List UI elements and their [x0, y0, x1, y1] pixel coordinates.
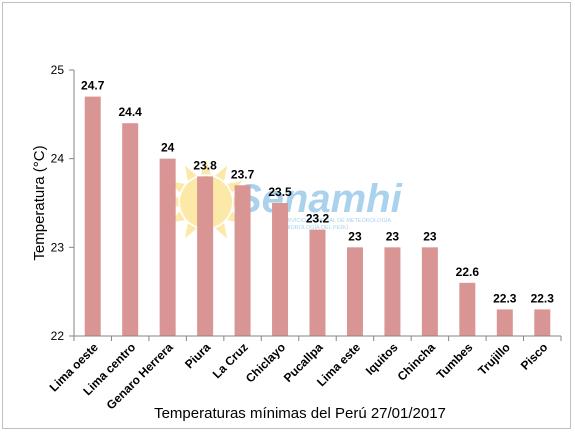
data-label: 23: [386, 229, 400, 243]
data-label: 24.7: [81, 79, 105, 93]
y-tick-label: 22: [51, 329, 65, 343]
bar: [159, 158, 176, 336]
category-label: Genaro Herrera: [104, 340, 176, 412]
data-label: 23.7: [231, 167, 255, 181]
data-label: 22.3: [493, 291, 517, 305]
data-label: 23.2: [306, 212, 330, 226]
bar: [384, 247, 401, 336]
data-labels-group: 24.7 24.4 24 23.8 23.7 23.5 23.2 23 23 23 22.6 22.3…: [81, 79, 554, 306]
category-label: Piura: [182, 340, 213, 371]
data-label: 24: [161, 141, 175, 155]
bar: [309, 229, 326, 336]
y-axis-label: Temperatura (°C): [31, 145, 48, 260]
bar: [272, 203, 289, 336]
bar: [197, 176, 214, 336]
y-tick-label: 24: [51, 152, 65, 166]
bars-group: [84, 96, 551, 336]
data-label: 23.8: [193, 158, 217, 172]
category-label: Pisco: [518, 340, 551, 373]
bar: [84, 96, 101, 336]
watermark-subtitle-2: E HIDROLOGÍA DEL PERÚ: [280, 224, 348, 231]
bar: [346, 247, 363, 336]
x-axis-label: Temperaturas mínimas del Perú 27/01/2017: [154, 405, 446, 422]
bar: [234, 185, 251, 336]
x-ticks-group: [73, 336, 562, 341]
data-label: 23: [423, 229, 437, 243]
bar: [534, 309, 551, 336]
data-label: 24.4: [119, 105, 143, 119]
y-ticks-group: 22 23 24 25: [51, 63, 74, 343]
category-label: Chiclayo: [243, 340, 288, 385]
data-label: 23.5: [268, 185, 292, 199]
bar: [122, 123, 139, 336]
sun-ray: [185, 165, 197, 181]
sun-ray: [215, 165, 227, 181]
sun-ray: [215, 223, 227, 239]
data-label: 23: [348, 229, 362, 243]
bar: [459, 282, 476, 336]
category-label: Chincha: [395, 340, 439, 384]
y-tick-label: 23: [51, 240, 65, 254]
watermark-subtitle-1: SERVICIO NACIONAL DE METEOROLOGÍA: [280, 217, 391, 224]
data-label: 22.3: [531, 291, 555, 305]
data-label: 22.6: [456, 265, 480, 279]
bar: [496, 309, 513, 336]
bar: [421, 247, 438, 336]
watermark-logo-text: Senamhi: [235, 177, 403, 221]
category-label: Tumbes: [434, 340, 476, 382]
category-label: Trujillo: [475, 340, 513, 378]
sun-ray: [185, 223, 197, 239]
y-tick-label: 25: [51, 63, 65, 77]
sun-ray: [200, 160, 212, 175]
